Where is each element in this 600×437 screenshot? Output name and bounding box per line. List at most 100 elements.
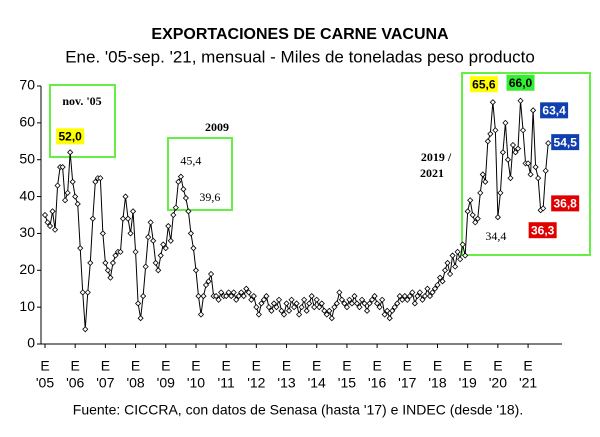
point-marker [99,230,106,237]
highlight-box [49,84,116,158]
point-marker [233,296,240,303]
point-marker [497,189,504,196]
point-marker [313,296,320,303]
point-marker [436,274,444,281]
point-marker [487,130,494,137]
x-tick-label: '08 [126,375,144,391]
point-marker [386,315,393,322]
point-marker [371,293,378,300]
point-marker [396,293,403,300]
point-marker [213,293,220,300]
point-marker [389,307,396,314]
point-marker [351,293,358,300]
point-marker [469,211,476,219]
point-marker [429,289,436,296]
y-tick-label: 0 [27,335,35,351]
point-marker [424,285,431,292]
value-label-bg [551,134,580,151]
point-marker [79,289,86,296]
value-label-bg [506,74,535,91]
annotation: 2009 [205,120,229,134]
x-tick-label: '20 [489,375,507,391]
point-marker [499,149,506,156]
point-marker [250,293,257,300]
point-marker [514,145,522,152]
point-marker [167,237,174,244]
point-marker [104,267,111,274]
point-marker [129,208,137,215]
point-marker [67,149,74,156]
point-marker [82,326,89,333]
point-marker [303,307,310,314]
point-marker [409,289,416,296]
point-marker [353,300,361,307]
point-marker [160,241,167,248]
value-label: 39,6 [199,190,220,204]
chart-title: EXPORTACIONES DE CARNE VACUNA [151,26,449,43]
point-marker [318,300,325,307]
point-marker [238,289,245,296]
point-marker [525,160,532,167]
y-tick-label: 40 [19,187,35,203]
point-marker [323,311,330,318]
point-marker [326,307,333,314]
point-marker [41,211,49,219]
point-marker [243,285,250,292]
point-marker [482,178,489,185]
point-marker [411,300,418,307]
point-marker [462,252,469,259]
point-marker [124,215,132,222]
value-label: 52,0 [58,130,82,144]
value-label: 36,8 [553,197,577,211]
point-marker [185,208,192,215]
point-marker [356,304,363,311]
point-marker [449,252,456,259]
point-marker [119,215,127,222]
value-label: 45,4 [180,153,201,167]
x-tick-label: E [312,358,321,374]
point-marker [240,293,247,300]
y-tick-label: 70 [19,77,35,93]
point-marker [107,274,114,281]
point-marker [474,215,481,222]
point-marker [177,173,184,180]
point-marker [172,204,179,211]
x-tick-label: '17 [398,375,416,391]
point-marker [301,296,308,303]
point-marker [97,175,104,182]
point-marker [379,296,386,303]
value-label: 34,4 [485,229,506,243]
point-marker [230,289,237,296]
point-marker [253,304,260,311]
x-tick-label: '11 [218,375,235,391]
point-marker [328,315,335,322]
x-tick-label: E [40,358,49,374]
point-marker [170,211,177,219]
point-marker [517,97,524,104]
point-marker [391,304,398,311]
point-marker [155,267,162,274]
point-marker [336,289,343,296]
x-tick-label: '06 [66,375,84,391]
x-tick-label: E [221,358,230,374]
point-marker [235,293,242,300]
point-marker [205,278,212,285]
point-marker [316,304,323,311]
x-tick-label: '07 [96,375,114,391]
point-marker [441,267,449,274]
point-marker [343,304,350,311]
point-marker [401,293,408,300]
x-tick-label: '09 [157,375,175,391]
point-marker [187,230,194,237]
point-marker [394,300,401,307]
point-marker [527,171,534,178]
x-tick-label: '15 [338,375,356,391]
point-marker [484,138,491,145]
point-marker [404,296,411,303]
point-marker [248,296,255,303]
point-marker [54,182,61,189]
point-marker [444,259,451,266]
point-marker [419,296,426,303]
point-marker [145,234,152,241]
